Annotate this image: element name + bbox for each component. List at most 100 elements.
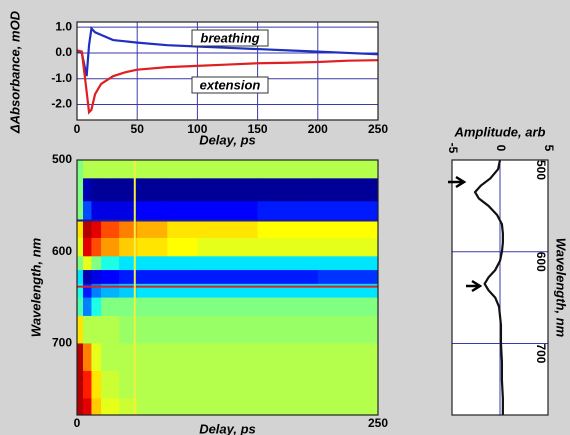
heat-cell bbox=[137, 219, 168, 239]
heat-cell bbox=[83, 297, 92, 317]
heat-cell bbox=[77, 343, 84, 372]
heat-cell bbox=[101, 201, 120, 221]
heat-cell bbox=[77, 398, 84, 416]
heat-cell bbox=[119, 270, 138, 285]
heat-cell bbox=[137, 343, 168, 372]
heat-cell bbox=[137, 297, 168, 317]
heat-cell bbox=[101, 178, 120, 202]
heat-cell bbox=[101, 315, 120, 344]
heat-cell bbox=[257, 370, 319, 399]
data-line bbox=[473, 159, 504, 415]
heat-cell bbox=[197, 219, 259, 239]
heat-cell bbox=[91, 370, 102, 399]
heat-cell bbox=[317, 370, 379, 399]
heat-cell bbox=[77, 297, 84, 317]
heat-cell bbox=[101, 370, 120, 399]
heat-cell bbox=[257, 315, 319, 344]
heat-cell bbox=[257, 237, 319, 257]
y-tick-label: 1.0 bbox=[55, 19, 72, 33]
heat-cell bbox=[83, 270, 92, 285]
heat-cell bbox=[317, 315, 379, 344]
arrows bbox=[448, 175, 483, 293]
heat-cell bbox=[167, 256, 198, 271]
heat-cell bbox=[77, 315, 84, 344]
heat-cell bbox=[83, 315, 92, 344]
x-tick-label: 250 bbox=[368, 122, 388, 136]
heat-cell bbox=[91, 201, 102, 221]
heat-cell bbox=[101, 237, 120, 257]
heat-cell bbox=[91, 297, 102, 317]
y-tick-label: 600 bbox=[534, 252, 548, 272]
heat-cell bbox=[119, 297, 138, 317]
x-tick-label: 250 bbox=[368, 416, 388, 430]
heat-cell bbox=[167, 219, 198, 239]
heat-cell bbox=[197, 370, 259, 399]
y-tick-label: -1.0 bbox=[51, 71, 72, 85]
heat-cell bbox=[197, 297, 259, 317]
heat-cell bbox=[137, 178, 168, 202]
y-tick-label: 600 bbox=[52, 244, 72, 258]
heat-cell bbox=[83, 219, 92, 239]
heat-cell bbox=[197, 256, 259, 271]
heat-cell bbox=[91, 237, 102, 257]
x-tick-label: 5 bbox=[542, 145, 556, 152]
frame bbox=[76, 21, 379, 121]
heat-cell bbox=[77, 283, 84, 299]
heat-cell bbox=[83, 237, 92, 257]
y-tick-label: 500 bbox=[52, 152, 72, 166]
x-tick-label: 0 bbox=[74, 122, 81, 136]
heat-cell bbox=[317, 178, 379, 202]
heat-cell bbox=[77, 160, 84, 179]
x-tick-label: 200 bbox=[308, 122, 328, 136]
heat-cell bbox=[77, 370, 84, 399]
x-axis-label: Amplitude, arb bbox=[453, 124, 545, 139]
x-axis-label: Delay, ps bbox=[199, 132, 256, 147]
x-tick-label: 50 bbox=[131, 122, 145, 136]
x-tick-label: 0 bbox=[494, 145, 508, 152]
heat-cell bbox=[119, 370, 138, 399]
data-line bbox=[76, 49, 379, 115]
heat-cell bbox=[197, 343, 259, 372]
heat-cell bbox=[167, 398, 198, 416]
heat-cell bbox=[167, 201, 198, 221]
heat-cell bbox=[317, 201, 379, 221]
heat-cell bbox=[137, 201, 168, 221]
arrow bbox=[466, 279, 483, 293]
y-axis-label: ΔAbsorbance, mOD bbox=[7, 10, 22, 134]
heat-cell bbox=[197, 315, 259, 344]
heat-cell bbox=[83, 283, 92, 299]
heat-cell bbox=[101, 343, 120, 372]
heat-cell bbox=[91, 270, 102, 285]
heat-cell bbox=[101, 270, 120, 285]
heat-cell bbox=[167, 160, 198, 179]
x-tick-label: 0 bbox=[74, 416, 81, 430]
heat-cell bbox=[77, 201, 84, 221]
y-tick-label: 0.0 bbox=[55, 45, 72, 59]
heat-cell bbox=[77, 256, 84, 271]
frame bbox=[76, 159, 379, 416]
heat-cell bbox=[119, 343, 138, 372]
heat-cell bbox=[257, 160, 319, 179]
heat-cell bbox=[137, 370, 168, 399]
heat-cell bbox=[119, 398, 138, 416]
heat-cell bbox=[77, 178, 84, 202]
heat-cell bbox=[91, 398, 102, 416]
x-tick-label: 100 bbox=[187, 122, 207, 136]
heat-cell bbox=[197, 178, 259, 202]
heat-cell bbox=[119, 160, 138, 179]
heat-cell bbox=[91, 160, 102, 179]
x-axis-label: Delay, ps bbox=[199, 421, 256, 435]
heat-cell bbox=[167, 370, 198, 399]
heat-cell bbox=[119, 201, 138, 221]
legend-box bbox=[191, 29, 269, 47]
heat-cell bbox=[317, 270, 379, 285]
heat-cell bbox=[197, 237, 259, 257]
y-tick-label: -2.0 bbox=[51, 97, 72, 111]
heat-cell bbox=[91, 315, 102, 344]
heat-cell bbox=[137, 256, 168, 271]
heat-cell bbox=[167, 237, 198, 257]
x-tick-label: -5 bbox=[446, 143, 460, 154]
heat-cell bbox=[119, 219, 138, 239]
heat-cell bbox=[167, 343, 198, 372]
